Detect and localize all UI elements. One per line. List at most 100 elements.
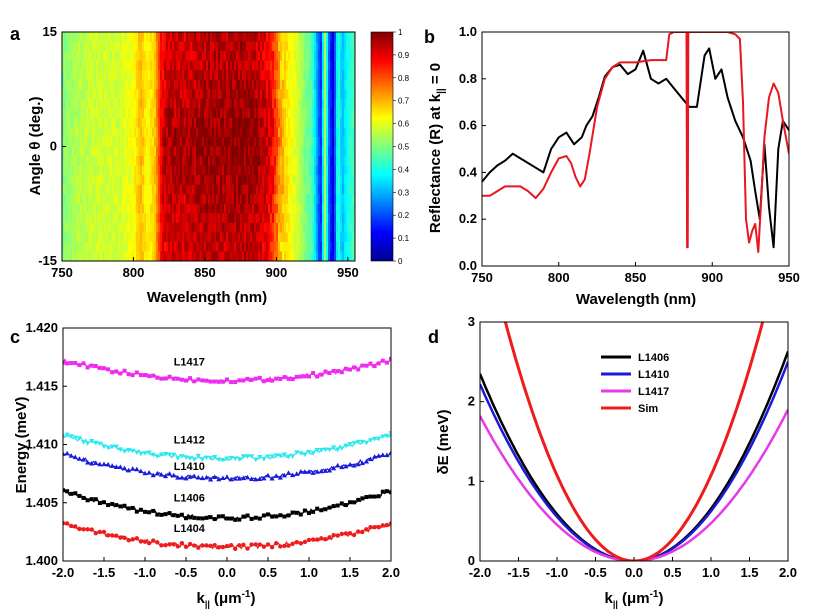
heatmap-cell bbox=[182, 241, 185, 253]
heatmap-cell bbox=[154, 175, 157, 186]
heatmap-cell bbox=[214, 98, 217, 109]
heatmap-cell bbox=[104, 194, 107, 205]
heatmap-cell bbox=[192, 127, 195, 138]
heatmap-cell bbox=[94, 241, 97, 253]
panel-c-marker bbox=[154, 454, 160, 459]
heatmap-cell bbox=[272, 98, 275, 109]
heatmap-cell bbox=[148, 241, 151, 253]
heatmap-cell bbox=[158, 32, 161, 43]
heatmap-cell bbox=[74, 156, 77, 167]
heatmap-cell bbox=[186, 203, 189, 214]
heatmap-cell bbox=[156, 32, 159, 43]
heatmap-cell bbox=[172, 251, 175, 261]
heatmap-cell bbox=[114, 156, 117, 167]
heatmap-cell bbox=[338, 232, 341, 243]
heatmap-cell bbox=[118, 89, 121, 100]
heatmap-cell bbox=[268, 194, 271, 205]
heatmap-cell bbox=[242, 203, 245, 214]
heatmap-cell bbox=[346, 232, 349, 243]
heatmap-cell bbox=[96, 79, 99, 90]
panel-c-marker bbox=[237, 378, 242, 383]
heatmap-cell bbox=[142, 108, 145, 119]
heatmap-cell bbox=[272, 251, 275, 261]
heatmap-cell bbox=[182, 251, 185, 261]
heatmap-cell bbox=[116, 89, 119, 100]
panel-c-marker bbox=[311, 371, 316, 376]
heatmap-cell bbox=[230, 79, 233, 90]
heatmap-cell bbox=[182, 232, 185, 243]
heatmap-cell bbox=[232, 79, 235, 90]
panel-c-marker bbox=[249, 542, 254, 547]
heatmap-cell bbox=[324, 41, 327, 52]
heatmap-cell bbox=[146, 60, 149, 71]
heatmap-cell bbox=[142, 146, 145, 157]
heatmap-cell bbox=[254, 136, 257, 148]
heatmap-cell bbox=[200, 70, 203, 81]
heatmap-cell bbox=[246, 41, 249, 52]
heatmap-cell bbox=[232, 232, 235, 243]
heatmap-cell bbox=[344, 194, 347, 205]
heatmap-cell bbox=[326, 213, 329, 224]
heatmap-cell bbox=[184, 251, 187, 261]
heatmap-cell bbox=[350, 184, 353, 195]
heatmap-cell bbox=[298, 117, 301, 129]
heatmap-cell bbox=[252, 41, 255, 52]
heatmap-cell bbox=[206, 146, 209, 157]
panel-c-marker bbox=[143, 373, 147, 378]
heatmap-cell bbox=[242, 184, 245, 195]
heatmap-cell bbox=[330, 117, 333, 129]
panel-c-marker bbox=[89, 460, 95, 466]
heatmap-cell bbox=[174, 184, 177, 195]
heatmap-cell bbox=[228, 136, 231, 148]
heatmap-cell bbox=[322, 184, 325, 195]
heatmap-cell bbox=[222, 184, 225, 195]
heatmap-cell bbox=[72, 203, 75, 214]
heatmap-cell bbox=[318, 32, 321, 43]
panel-c-marker bbox=[183, 475, 189, 481]
panel-c-marker bbox=[110, 370, 115, 375]
heatmap-cell bbox=[324, 251, 327, 261]
panel-d-x-tick-label: -1.0 bbox=[546, 565, 568, 580]
heatmap-cell bbox=[130, 136, 133, 148]
heatmap-cell bbox=[76, 251, 79, 261]
heatmap-cell bbox=[318, 60, 321, 71]
heatmap-cell bbox=[114, 41, 117, 52]
heatmap-cell bbox=[266, 127, 269, 138]
heatmap-cell bbox=[218, 251, 221, 261]
heatmap-cell bbox=[266, 156, 269, 167]
heatmap-cell bbox=[142, 232, 145, 243]
heatmap-cell bbox=[68, 232, 71, 243]
heatmap-cell bbox=[186, 41, 189, 52]
heatmap-cell bbox=[146, 184, 149, 195]
heatmap-cell bbox=[188, 108, 191, 119]
heatmap-cell bbox=[208, 108, 211, 119]
heatmap-cell bbox=[288, 117, 291, 129]
heatmap-cell bbox=[240, 156, 243, 167]
heatmap-cell bbox=[100, 127, 103, 138]
heatmap-cell bbox=[278, 51, 281, 62]
heatmap-cell bbox=[170, 41, 173, 52]
panel-c-marker bbox=[224, 456, 230, 462]
panel-c-x-tick-label: 1.5 bbox=[341, 565, 359, 580]
heatmap-cell bbox=[148, 98, 151, 109]
heatmap-cell bbox=[110, 184, 113, 195]
heatmap-cell bbox=[304, 175, 307, 186]
heatmap-cell bbox=[112, 194, 115, 205]
heatmap-cell bbox=[200, 194, 203, 205]
heatmap-cell bbox=[98, 127, 101, 138]
panel-b-x-tick-label: 800 bbox=[548, 270, 570, 285]
heatmap-cell bbox=[112, 251, 115, 261]
heatmap-cell bbox=[302, 194, 305, 205]
heatmap-cell bbox=[100, 203, 103, 214]
heatmap-cell bbox=[322, 213, 325, 224]
heatmap-cell bbox=[132, 98, 135, 109]
heatmap-cell bbox=[70, 60, 73, 71]
heatmap-cell bbox=[116, 203, 119, 214]
heatmap-cell bbox=[298, 175, 301, 186]
panel-c-y-tick-label: 1.415 bbox=[25, 378, 58, 393]
heatmap-cell bbox=[192, 156, 195, 167]
heatmap-cell bbox=[120, 222, 123, 233]
heatmap-cell bbox=[220, 251, 223, 261]
heatmap-cell bbox=[82, 79, 85, 90]
